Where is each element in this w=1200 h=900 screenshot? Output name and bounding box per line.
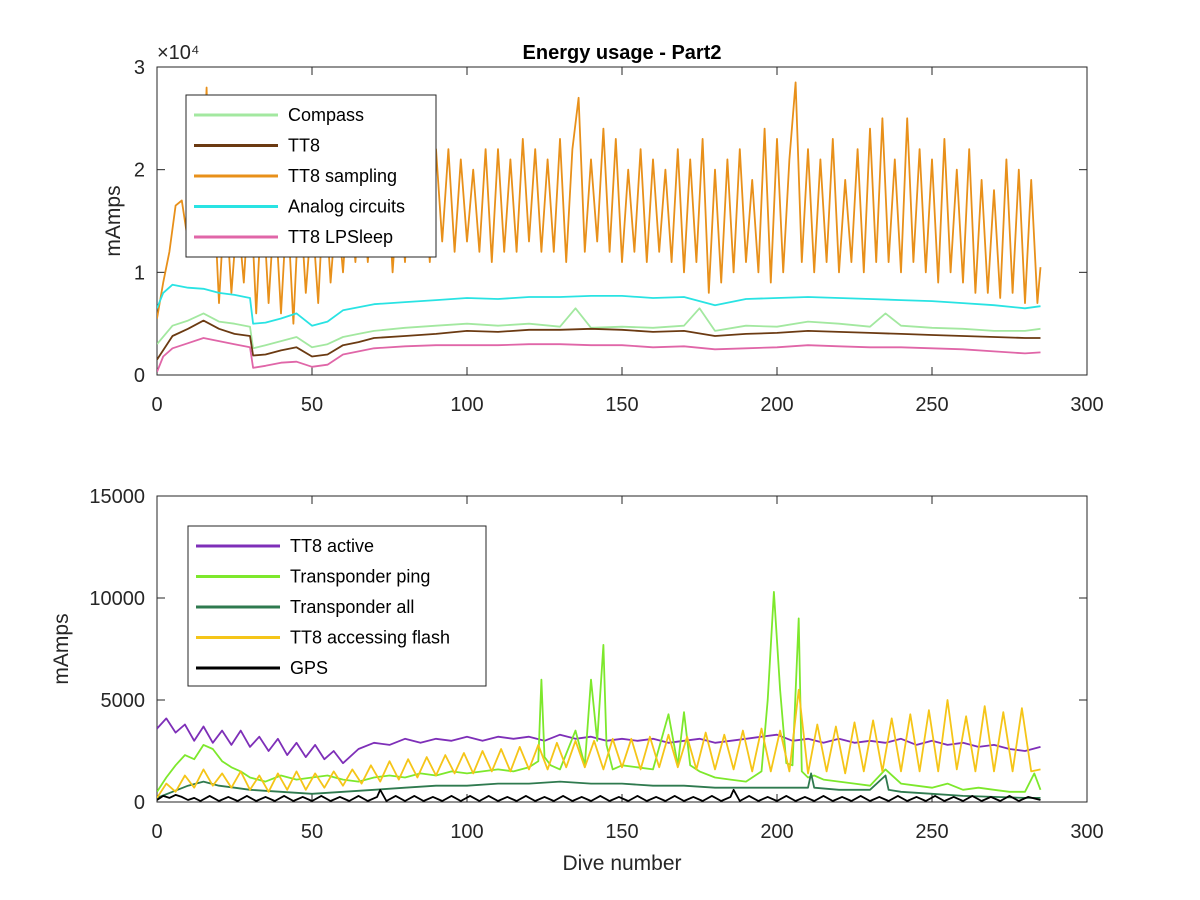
chart1-x-tick-label: 250 [915, 394, 948, 416]
chart1-x-tick-label: 100 [450, 394, 483, 416]
chart2-series-line-1 [157, 717, 1041, 765]
chart2-series-line-2 [157, 591, 1042, 793]
chart1-exponent-label: ×10⁴ [157, 42, 200, 64]
chart2-x-tick-label: 50 [301, 821, 323, 843]
chart1-series-line-1 [157, 307, 1041, 350]
chart1-y-tick-label: 3 [134, 57, 145, 79]
chart2-y-tick-label: 0 [134, 792, 145, 814]
chart1-series-line-5 [157, 337, 1041, 373]
chart1-series-line-2 [157, 319, 1041, 361]
chart2-y-axis-label: mAmps [50, 613, 73, 684]
chart1-x-tick-label: 50 [301, 394, 323, 416]
chart2-x-axis-label: Dive number [562, 852, 681, 875]
chart1-y-tick-label: 1 [134, 262, 145, 284]
chart2-y-tick-label: 5000 [101, 690, 146, 712]
chart2-legend-label-2: Transponder ping [290, 567, 430, 587]
chart1: 0 50 100 150 200 250 300 0 1 2 3 ×10⁴ Energy usage -… [102, 42, 1104, 416]
chart1-x-tick-label: 150 [605, 394, 638, 416]
chart1-x-tick-label: 300 [1070, 394, 1103, 416]
chart2-series-line-5 [157, 788, 1041, 802]
chart2: 0 50 100 150 200 250 300 0 5000 10000 15000 mAmps Di… [50, 486, 1104, 875]
chart2-y-tick-label: 15000 [89, 486, 145, 508]
chart1-x-tick-label: 200 [760, 394, 793, 416]
chart2-series-group [157, 591, 1042, 802]
chart1-title: Energy usage - Part2 [523, 42, 722, 64]
chart2-series-line-4 [157, 688, 1041, 799]
chart1-y-axis-label: mAmps [102, 185, 125, 256]
chart2-x-tick-label: 200 [760, 821, 793, 843]
chart1-y-tick-label: 2 [134, 160, 145, 182]
chart2-x-tick-label: 100 [450, 821, 483, 843]
chart1-series-line-4 [157, 283, 1041, 327]
chart1-y-tick-label: 0 [134, 365, 145, 387]
chart2-legend: TT8 active Transponder ping Transponder al… [187, 525, 487, 687]
chart2-x-tick-label: 150 [605, 821, 638, 843]
chart1-legend-label-5: TT8 LPSleep [288, 227, 393, 247]
chart2-legend-label-4: TT8 accessing flash [290, 628, 450, 648]
chart1-x-tick-label: 0 [151, 394, 162, 416]
chart2-x-tick-label: 300 [1070, 821, 1103, 843]
chart1-legend-label-2: TT8 [288, 136, 320, 156]
chart2-legend-label-5: GPS [290, 658, 328, 678]
chart1-legend-label-4: Analog circuits [288, 197, 405, 217]
chart2-x-tick-label: 250 [915, 821, 948, 843]
chart2-legend-label-3: Transponder all [290, 597, 414, 617]
chart2-legend-label-1: TT8 active [290, 536, 374, 556]
chart2-y-tick-label: 10000 [89, 588, 145, 610]
chart1-legend: Compass TT8 TT8 sampling Analog circuits TT8… [185, 94, 437, 258]
chart2-x-tick-label: 0 [151, 821, 162, 843]
chart1-legend-label-1: Compass [288, 105, 364, 125]
chart1-legend-label-3: TT8 sampling [288, 166, 397, 186]
